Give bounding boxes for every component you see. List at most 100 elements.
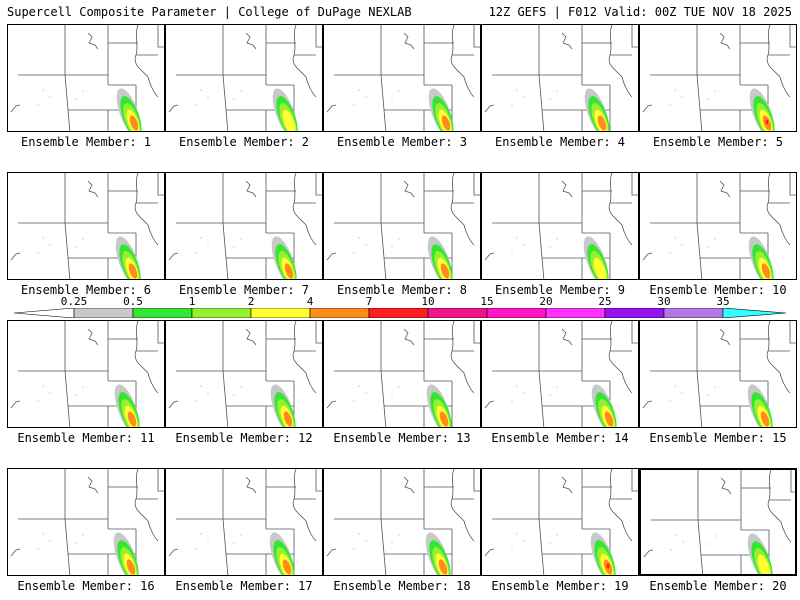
station-dot — [195, 104, 197, 106]
ensemble-map-panel[interactable] — [165, 172, 323, 280]
color-scale-segment — [604, 308, 665, 318]
state-boundary — [539, 74, 583, 85]
station-dot — [391, 98, 393, 100]
state-boundary — [315, 173, 322, 196]
ensemble-map-panel[interactable] — [323, 320, 481, 428]
state-boundary — [766, 173, 791, 246]
station-dot — [82, 238, 84, 240]
station-dot — [240, 90, 242, 92]
ensemble-map-panel[interactable] — [639, 320, 797, 428]
ensemble-member-label: Ensemble Member: 9 — [494, 283, 626, 297]
ensemble-map-panel[interactable] — [481, 468, 639, 576]
ensemble-member-label: Ensemble Member: 11 — [17, 431, 155, 445]
state-boundary — [484, 400, 495, 409]
ensemble-map-panel[interactable] — [481, 24, 639, 132]
state-boundary — [789, 25, 796, 48]
scp-contour-band — [113, 532, 139, 575]
state-boundary — [315, 25, 322, 48]
state-boundary — [450, 173, 475, 246]
ensemble-map-panel[interactable] — [165, 468, 323, 576]
state-boundary — [538, 222, 545, 279]
state-boundary — [245, 328, 257, 346]
state-boundary — [450, 25, 475, 98]
ensemble-map-panel[interactable] — [323, 468, 481, 576]
state-boundary — [18, 173, 66, 224]
map-canvas — [326, 321, 480, 427]
state-boundary — [403, 180, 415, 198]
ensemble-map-panel[interactable] — [481, 172, 639, 280]
map-canvas — [642, 25, 796, 131]
ensemble-map-panel[interactable] — [639, 172, 797, 280]
state-boundary — [315, 469, 322, 492]
state-boundary — [631, 469, 638, 492]
station-dot — [37, 400, 39, 402]
station-dot — [707, 394, 709, 396]
state-boundary — [403, 32, 415, 50]
station-dot — [365, 96, 367, 98]
ensemble-member-label: Ensemble Member: 1 — [20, 135, 152, 149]
ensemble-map-panel[interactable] — [7, 468, 165, 576]
map-canvas — [168, 321, 322, 427]
station-dot — [669, 400, 671, 402]
station-dot — [523, 540, 525, 542]
ensemble-map-panel[interactable] — [165, 24, 323, 132]
state-boundary — [64, 518, 71, 575]
ensemble-map-panel[interactable] — [481, 320, 639, 428]
map-canvas — [10, 173, 164, 279]
station-dot — [353, 400, 355, 402]
station-dot — [391, 246, 393, 248]
color-scale-segment — [663, 308, 724, 318]
ensemble-map-panel[interactable] — [7, 320, 165, 428]
ensemble-member-label: Ensemble Member: 10 — [649, 283, 787, 297]
station-dot — [49, 96, 51, 98]
state-boundary — [18, 469, 66, 520]
ensemble-map-panel[interactable] — [165, 320, 323, 428]
map-canvas — [642, 173, 796, 279]
state-boundary — [157, 173, 164, 196]
state-boundary — [696, 74, 703, 131]
ensemble-map-panel[interactable] — [323, 24, 481, 132]
state-boundary — [697, 519, 704, 574]
state-boundary — [87, 32, 99, 50]
map-canvas — [168, 25, 322, 131]
station-dot — [674, 89, 676, 91]
station-dot — [240, 386, 242, 388]
scp-contour-band — [270, 384, 296, 427]
state-boundary — [65, 518, 109, 529]
station-dot — [240, 238, 242, 240]
ensemble-map-panel[interactable] — [639, 468, 797, 576]
ensemble-map-panel[interactable] — [323, 172, 481, 280]
map-canvas — [326, 25, 480, 131]
ensemble-map-panel[interactable] — [7, 24, 165, 132]
station-dot — [516, 385, 518, 387]
station-dot — [233, 394, 235, 396]
state-boundary — [561, 476, 573, 494]
station-dot — [42, 385, 44, 387]
state-boundary — [789, 321, 796, 344]
station-dot — [523, 392, 525, 394]
scp-contour-band — [427, 236, 453, 279]
state-boundary — [642, 104, 653, 113]
station-dot — [398, 238, 400, 240]
ensemble-member-label: Ensemble Member: 13 — [333, 431, 471, 445]
ensemble-map-panel[interactable] — [639, 24, 797, 132]
station-dot — [358, 533, 360, 535]
state-boundary — [696, 222, 703, 279]
ensemble-map-panel[interactable] — [7, 172, 165, 280]
state-boundary — [473, 469, 480, 492]
station-dot — [714, 238, 716, 240]
station-dot — [207, 244, 209, 246]
state-boundary — [473, 173, 480, 196]
state-boundary — [292, 173, 317, 246]
scp-contour-band — [583, 236, 609, 279]
state-boundary — [65, 74, 109, 85]
scp-contour-band — [271, 236, 297, 279]
state-boundary — [64, 74, 71, 131]
state-boundary — [380, 222, 387, 279]
state-boundary — [492, 173, 540, 224]
station-dot — [669, 252, 671, 254]
state-boundary — [134, 25, 159, 98]
color-scale-label: 0.25 — [60, 295, 88, 308]
map-canvas — [168, 469, 322, 575]
station-dot — [195, 548, 197, 550]
